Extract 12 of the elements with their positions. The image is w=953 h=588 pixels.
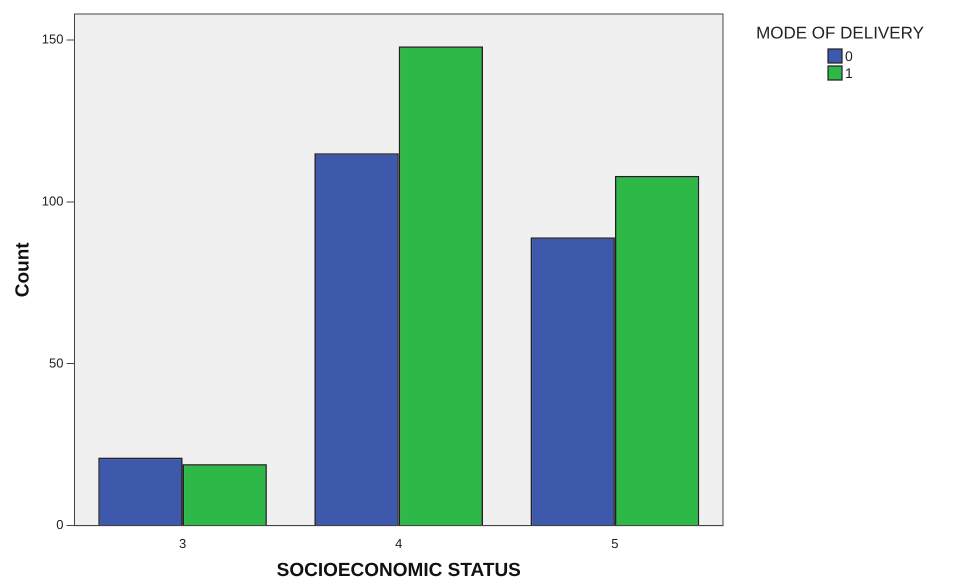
legend-label: 1: [845, 64, 853, 81]
x-tick-label: 5: [611, 536, 619, 551]
x-tick-label: 3: [178, 536, 186, 551]
legend-title: MODE OF DELIVERY: [756, 24, 924, 43]
x-tick-label: 4: [395, 536, 402, 551]
y-tick-label: 0: [56, 517, 64, 532]
x-axis-title: SOCIOECONOMIC STATUS: [276, 560, 521, 581]
y-tick-label: 50: [49, 355, 64, 370]
y-tick-label: 150: [42, 31, 64, 46]
legend-label: 0: [845, 48, 853, 64]
y-axis-title: Count: [12, 242, 34, 298]
y-tick-label: 100: [42, 193, 64, 208]
